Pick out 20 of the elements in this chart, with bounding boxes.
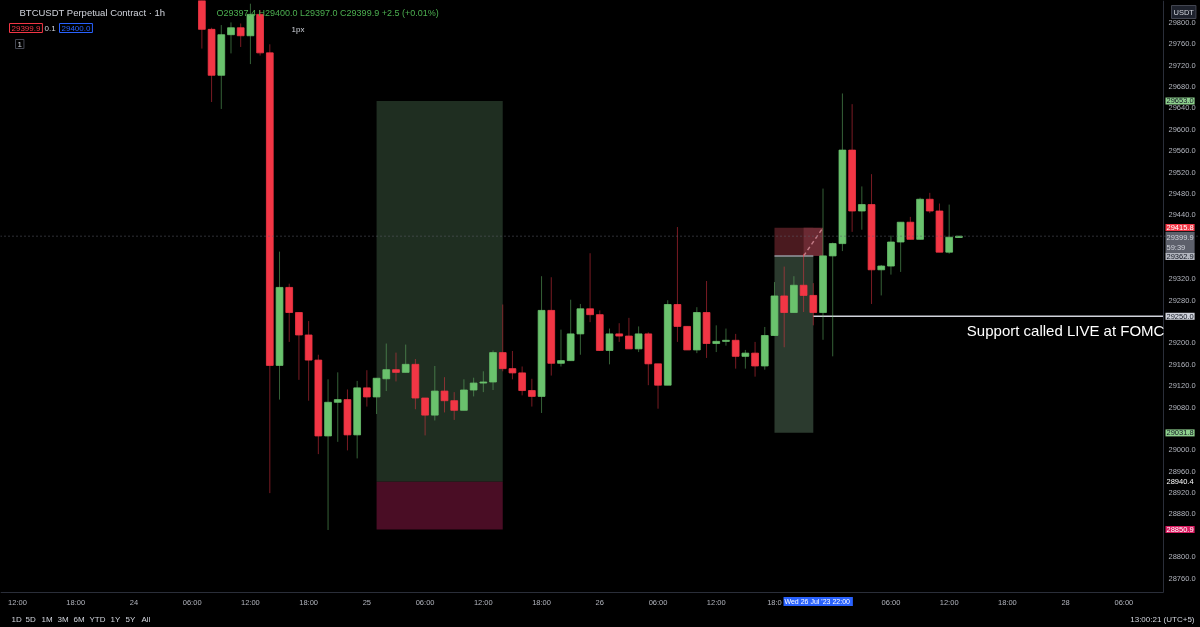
text: O29397.4 H29400.0 L29397.0 C29399.9 +2.5 (+0.01%) bbox=[216, 7, 439, 18]
text: 6M bbox=[73, 615, 85, 624]
text: 5Y bbox=[125, 615, 136, 624]
text: 1M bbox=[41, 615, 53, 624]
annotation: 1 bbox=[17, 39, 23, 49]
text: BTCUSDT Perpetual Contract · 1h bbox=[19, 7, 166, 18]
text: 3M bbox=[57, 615, 69, 624]
annotation: Support called LIVE at FOMC bbox=[966, 322, 1165, 340]
annotation: 29399.9 bbox=[11, 23, 41, 33]
annotation: 1px bbox=[291, 25, 305, 34]
candlestick bbox=[683, 326, 691, 351]
text: All bbox=[141, 615, 151, 624]
annotation: 0.1 bbox=[44, 23, 57, 33]
candlestick bbox=[722, 328, 730, 347]
text: 1D bbox=[11, 615, 22, 624]
text: 5D bbox=[25, 615, 36, 624]
text: YTD bbox=[89, 615, 106, 624]
text: 13:00:21 (UTC+5) bbox=[1130, 615, 1195, 624]
annotation: 29400.0 bbox=[61, 23, 91, 33]
text: 1Y bbox=[110, 615, 121, 624]
